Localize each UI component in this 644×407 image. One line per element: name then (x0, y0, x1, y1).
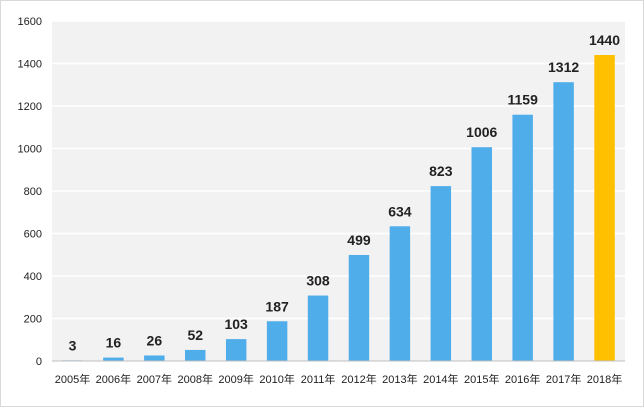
x-tick-label: 2013年 (382, 372, 417, 386)
data-label: 308 (306, 273, 330, 289)
x-tick-label: 2015年 (464, 372, 499, 386)
bar-2014年 (430, 186, 452, 361)
bar-2010年 (266, 321, 288, 361)
bar-2011年 (307, 295, 329, 361)
x-tick-label: 2012年 (341, 372, 376, 386)
y-tick-label: 600 (24, 229, 42, 241)
x-tick-label: 2005年 (55, 372, 90, 386)
bars (62, 55, 615, 362)
data-label: 103 (224, 316, 248, 332)
data-label: 3 (69, 337, 77, 353)
x-tick-label: 2006年 (96, 372, 131, 386)
x-tick-label: 2008年 (178, 372, 213, 386)
y-tick-label: 1200 (18, 101, 42, 113)
y-tick-label: 0 (36, 356, 42, 368)
bar-2012年 (348, 254, 370, 361)
data-label: 52 (187, 327, 203, 343)
bar-2016年 (512, 114, 533, 362)
y-tick-label: 400 (24, 271, 42, 283)
data-label: 16 (106, 335, 122, 351)
y-axis-ticks: 0 200 400 600 800 1000 1200 1400 1600 (18, 16, 42, 368)
x-tick-label: 2009年 (218, 372, 253, 386)
data-label: 634 (388, 203, 412, 219)
bar-2017年 (553, 82, 574, 361)
bar-2009年 (225, 339, 247, 361)
data-label: 1312 (548, 59, 579, 75)
x-tick-label: 2018年 (587, 372, 622, 386)
bar-2007年 (144, 355, 165, 361)
y-tick-label: 1400 (18, 59, 42, 71)
data-label: 1006 (466, 124, 497, 140)
data-label: 26 (147, 332, 163, 348)
data-label: 823 (429, 163, 453, 179)
y-tick-label: 200 (24, 314, 42, 326)
x-tick-label: 2007年 (137, 372, 172, 386)
x-axis-ticks: 2005年 2006年 2007年 2008年 2009年 2010年 2011年 2012年… (55, 372, 623, 386)
bar-2008年 (185, 349, 206, 361)
y-tick-label: 1600 (18, 16, 42, 28)
bar-2013年 (389, 226, 411, 361)
x-tick-label: 2011年 (301, 372, 336, 386)
data-label: 499 (347, 232, 371, 248)
x-tick-label: 2017年 (546, 372, 581, 386)
bar-2015年 (471, 147, 492, 361)
x-tick-label: 2014年 (423, 372, 458, 386)
x-tick-label: 2016年 (505, 372, 540, 386)
data-label: 1159 (507, 92, 538, 108)
bar-2018年 (594, 55, 615, 361)
data-label: 1440 (589, 32, 620, 48)
bar-2006年 (103, 357, 124, 361)
y-tick-label: 800 (24, 186, 42, 198)
y-tick-label: 1000 (18, 144, 42, 156)
data-label: 187 (265, 298, 289, 314)
data-labels: 3 16 26 52 103 187 308 499 634 823 1006 1159 1312 144… (69, 32, 621, 353)
x-tick-label: 2010年 (259, 372, 294, 386)
